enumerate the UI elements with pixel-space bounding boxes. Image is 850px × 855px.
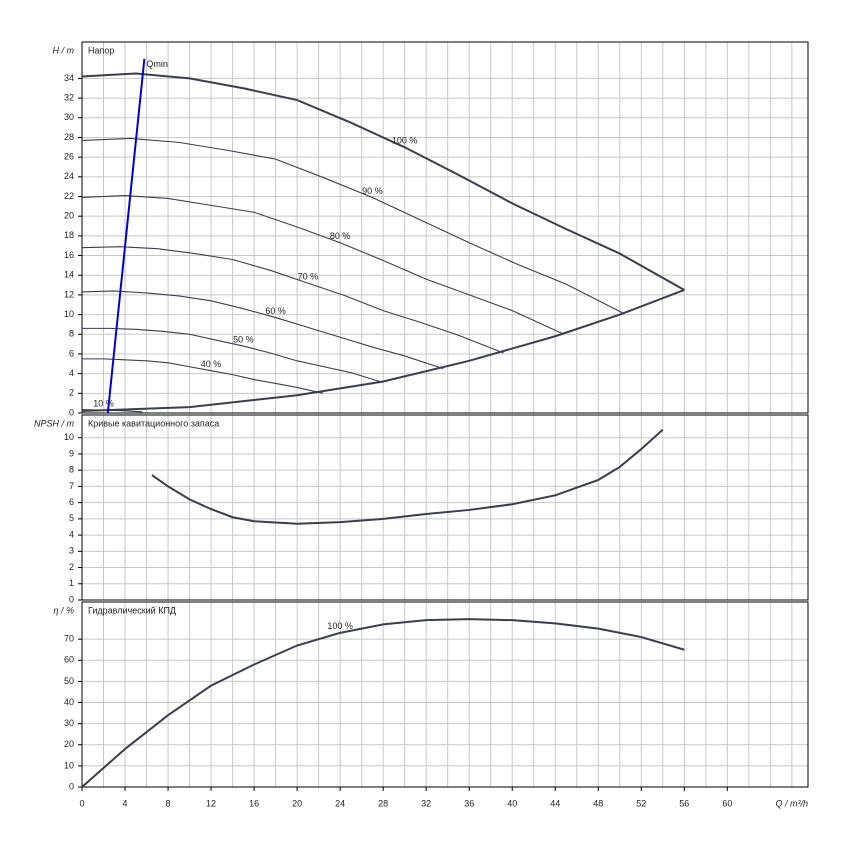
y-tick-label: 32	[64, 92, 74, 102]
y-tick-label: 30	[64, 718, 74, 728]
y-tick-label: 26	[64, 152, 74, 162]
y-tick-label: 3	[69, 546, 74, 556]
y-tick-label: 70	[64, 634, 74, 644]
y-tick-label: 34	[64, 73, 74, 83]
y-tick-label: 10	[64, 760, 74, 770]
curve	[81, 289, 685, 413]
y-tick-label: 2	[69, 388, 74, 398]
y-tick-label: 18	[64, 230, 74, 240]
curve-label: 60 %	[265, 306, 286, 316]
y-tick-label: 16	[64, 250, 74, 260]
curve-label: 100 %	[327, 621, 353, 631]
panel-title: Кривые кавитационного запаса	[88, 418, 219, 428]
curve	[82, 327, 384, 384]
curve-label: Qmin	[146, 59, 168, 69]
y-tick-label: 6	[69, 497, 74, 507]
x-tick-label: 56	[679, 798, 689, 808]
x-tick-label: 8	[166, 798, 171, 808]
curve-label: 100 %	[392, 136, 418, 146]
curve-label: 10 %	[93, 398, 114, 408]
x-tick-label: 60	[722, 798, 732, 808]
y-tick-label: 20	[64, 211, 74, 221]
y-tick-label: 8	[69, 465, 74, 475]
y-tick-label: 12	[64, 289, 74, 299]
x-tick-label: 40	[507, 798, 517, 808]
curve	[106, 58, 146, 414]
y-axis-label: η / %	[53, 605, 74, 615]
y-axis-label: NPSH / m	[34, 418, 75, 428]
curve-label: 80 %	[330, 231, 351, 241]
y-tick-label: 50	[64, 676, 74, 686]
y-tick-label: 0	[69, 781, 74, 791]
x-tick-label: 0	[79, 798, 84, 808]
panel-frame	[81, 41, 809, 414]
x-tick-label: 4	[123, 798, 128, 808]
y-tick-label: 9	[69, 448, 74, 458]
x-tick-label: 16	[249, 798, 259, 808]
panel-title: Напор	[88, 45, 114, 55]
x-axis-label: Q / m³/h	[775, 798, 808, 808]
curve-label: 70 %	[298, 271, 319, 281]
curve-label: 50 %	[233, 334, 254, 344]
y-tick-label: 22	[64, 191, 74, 201]
curve	[82, 358, 324, 394]
y-tick-label: 40	[64, 697, 74, 707]
y-tick-label: 2	[69, 562, 74, 572]
panel-frame	[81, 414, 809, 601]
panel-frame	[81, 601, 809, 788]
panel-title: Гидравлический КПД	[88, 605, 176, 615]
y-axis-label: H / m	[53, 45, 75, 55]
curve	[151, 428, 664, 525]
y-tick-label: 30	[64, 112, 74, 122]
y-tick-label: 10	[64, 432, 74, 442]
x-tick-label: 28	[378, 798, 388, 808]
y-tick-label: 7	[69, 481, 74, 491]
curve	[81, 246, 504, 354]
x-tick-label: 36	[464, 798, 474, 808]
x-tick-label: 52	[636, 798, 646, 808]
y-tick-label: 14	[64, 270, 74, 280]
y-tick-label: 24	[64, 171, 74, 181]
y-tick-label: 1	[69, 578, 74, 588]
x-tick-label: 44	[550, 798, 560, 808]
y-tick-label: 10	[64, 309, 74, 319]
y-tick-label: 6	[69, 348, 74, 358]
y-tick-label: 0	[69, 407, 74, 417]
y-tick-label: 28	[64, 132, 74, 142]
x-tick-label: 32	[421, 798, 431, 808]
curve-label: 90 %	[362, 186, 383, 196]
x-tick-label: 24	[335, 798, 345, 808]
y-tick-label: 8	[69, 329, 74, 339]
curve	[81, 194, 565, 335]
y-tick-label: 20	[64, 739, 74, 749]
y-tick-label: 60	[64, 655, 74, 665]
x-tick-label: 20	[292, 798, 302, 808]
y-tick-label: 5	[69, 513, 74, 523]
y-tick-label: 4	[69, 368, 74, 378]
curve-label: 40 %	[201, 359, 222, 369]
y-tick-label: 4	[69, 529, 74, 539]
curve	[81, 72, 685, 291]
x-tick-label: 48	[593, 798, 603, 808]
curve	[81, 137, 625, 315]
curve	[81, 618, 685, 788]
curve	[81, 290, 444, 370]
y-tick-label: 0	[69, 594, 74, 604]
x-tick-label: 12	[206, 798, 216, 808]
